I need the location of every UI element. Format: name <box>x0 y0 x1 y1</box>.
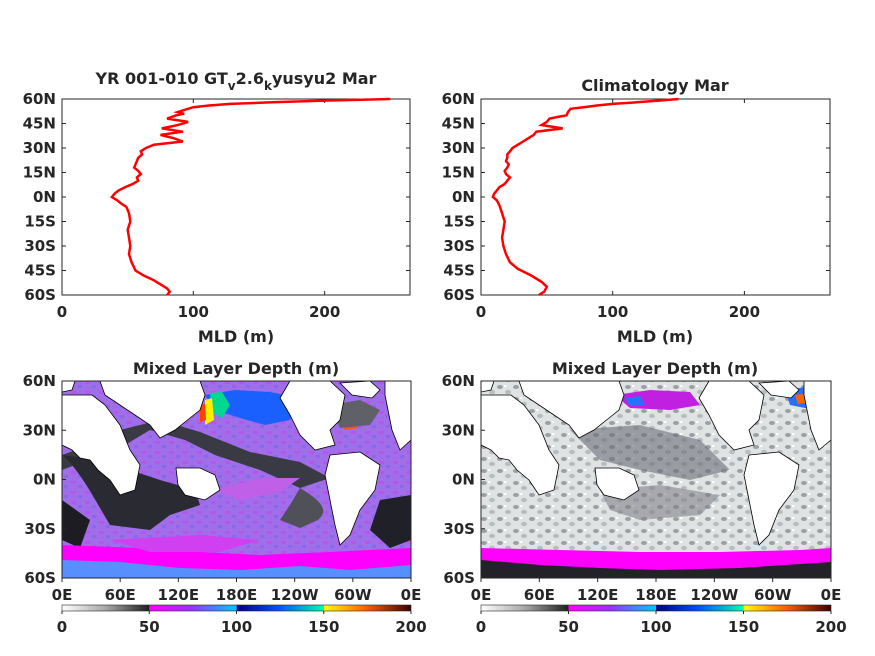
y-tick-label: 30N <box>23 139 56 157</box>
map-x-tick-label: 120W <box>271 586 319 604</box>
colorbar-ticks: 0 50 100 150 200 <box>57 611 427 636</box>
map-y-tick-label: 60N <box>442 372 475 390</box>
y-tick-label: 60S <box>24 286 56 304</box>
x-tick-label: 200 <box>309 303 340 321</box>
colorbar-tick-label: 50 <box>139 618 160 636</box>
map-y-ticks: 60N 30N 0N 30S 60S <box>23 372 66 587</box>
map-x-tick-label: 60E <box>524 586 555 604</box>
x-axis-label: MLD (m) <box>617 327 693 346</box>
colorbar-tick-label: 0 <box>476 618 486 636</box>
map-y-ticks: 60N 30N 0N 30S 60S <box>442 372 485 587</box>
colorbar-tick-label: 200 <box>815 618 846 636</box>
x-tick-label: 100 <box>597 303 628 321</box>
panel-title-climatology: Climatology Mar <box>581 76 728 95</box>
y-tick-label: 45S <box>24 262 56 280</box>
colorbar-tick-label: 150 <box>728 618 759 636</box>
svg-text:YR 001-010 GTv2.6kyusyu2 Mar: YR 001-010 GTv2.6kyusyu2 Mar <box>95 69 377 93</box>
colorbar-tick-label: 50 <box>558 618 579 636</box>
map-y-tick-label: 60S <box>24 569 56 587</box>
colorbar-ticks: 0 50 100 150 200 <box>476 611 847 636</box>
y-tick-label: 45N <box>442 115 475 133</box>
x-tick-label: 200 <box>729 303 760 321</box>
map-x-tick-label: 120W <box>690 586 738 604</box>
x-ticks: 0 100 200 <box>476 99 760 321</box>
map-x-tick-label: 180E <box>216 586 258 604</box>
y-tick-label: 15N <box>23 164 56 182</box>
x-tick-label: 0 <box>476 303 486 321</box>
map-y-tick-label: 0N <box>33 471 56 489</box>
colorbar-tick-label: 0 <box>57 618 67 636</box>
y-ticks: 60N 45N 30N 15N 0N 15S 30S 45S 60S <box>442 90 830 304</box>
y-tick-label: 60N <box>23 90 56 108</box>
colorbar-tick-label: 100 <box>221 618 252 636</box>
y-tick-label: 30S <box>443 237 475 255</box>
map-y-tick-label: 60S <box>443 569 475 587</box>
mld-line-model <box>110 97 391 296</box>
y-tick-label: 30S <box>24 237 56 255</box>
colorbar-tick-label: 200 <box>395 618 426 636</box>
map-panel-model: Mixed Layer Depth (m) <box>23 359 427 636</box>
map-x-tick-label: 0E <box>52 586 73 604</box>
colorbar-tick-label: 150 <box>308 618 339 636</box>
map-x-tick-label: 0E <box>821 586 842 604</box>
panel-title-model: YR 001-010 GTv2.6kyusyu2 Mar <box>95 69 377 93</box>
colorbar <box>61 604 412 612</box>
map-x-tick-label: 0E <box>401 586 422 604</box>
y-tick-label: 45S <box>443 262 475 280</box>
map-x-ticks: 0E 60E 120E 180E 120W 60W 0E <box>471 578 842 604</box>
y-ticks: 60N 45N 30N 15N 0N 15S 30S 45S 60S <box>23 90 410 304</box>
map-x-ticks: 0E 60E 120E 180E 120W 60W 0E <box>52 578 422 604</box>
map-x-tick-label: 180E <box>635 586 677 604</box>
map-x-tick-label: 120E <box>577 586 619 604</box>
map-x-tick-label: 120E <box>158 586 200 604</box>
y-tick-label: 0N <box>452 188 475 206</box>
y-tick-label: 15N <box>442 164 475 182</box>
y-tick-label: 0N <box>33 188 56 206</box>
mld-line-climatology <box>491 97 679 297</box>
plot-frame <box>480 98 831 296</box>
colorbar <box>480 604 832 612</box>
map-x-tick-label: 60W <box>334 586 372 604</box>
x-tick-label: 100 <box>178 303 209 321</box>
mld-field-model <box>62 381 411 578</box>
map-x-tick-label: 60E <box>105 586 136 604</box>
continents <box>62 381 411 546</box>
x-tick-label: 0 <box>57 303 67 321</box>
y-tick-label: 60N <box>442 90 475 108</box>
mld-field-climatology <box>481 381 831 578</box>
map-x-tick-label: 0E <box>471 586 492 604</box>
continents <box>481 381 831 546</box>
map-y-tick-label: 0N <box>452 471 475 489</box>
y-tick-label: 45N <box>23 115 56 133</box>
map-x-tick-label: 60W <box>754 586 792 604</box>
line-panel-model: YR 001-010 GTv2.6kyusyu2 Mar 60N 45N 30N 15… <box>23 69 411 346</box>
y-tick-label: 15S <box>24 213 56 231</box>
map-y-tick-label: 30S <box>443 520 475 538</box>
x-axis-label: MLD (m) <box>198 327 274 346</box>
map-panel-climatology: Mixed Layer Depth (m) 60N <box>442 359 847 636</box>
y-tick-label: 60S <box>443 286 475 304</box>
map-y-tick-label: 60N <box>23 372 56 390</box>
colorbar-tick-label: 100 <box>640 618 671 636</box>
line-panel-climatology: Climatology Mar 60N45N30N15N0N15S30S45S6… <box>442 76 831 346</box>
y-tick-label: 30N <box>442 139 475 157</box>
map-title-climatology: Mixed Layer Depth (m) <box>552 359 758 378</box>
x-ticks: 0 100 200 <box>57 99 340 321</box>
y-tick-label: 15S <box>443 213 475 231</box>
map-title-model: Mixed Layer Depth (m) <box>133 359 339 378</box>
map-y-tick-label: 30N <box>442 421 475 439</box>
map-y-tick-label: 30N <box>23 421 56 439</box>
map-y-tick-label: 30S <box>24 520 56 538</box>
